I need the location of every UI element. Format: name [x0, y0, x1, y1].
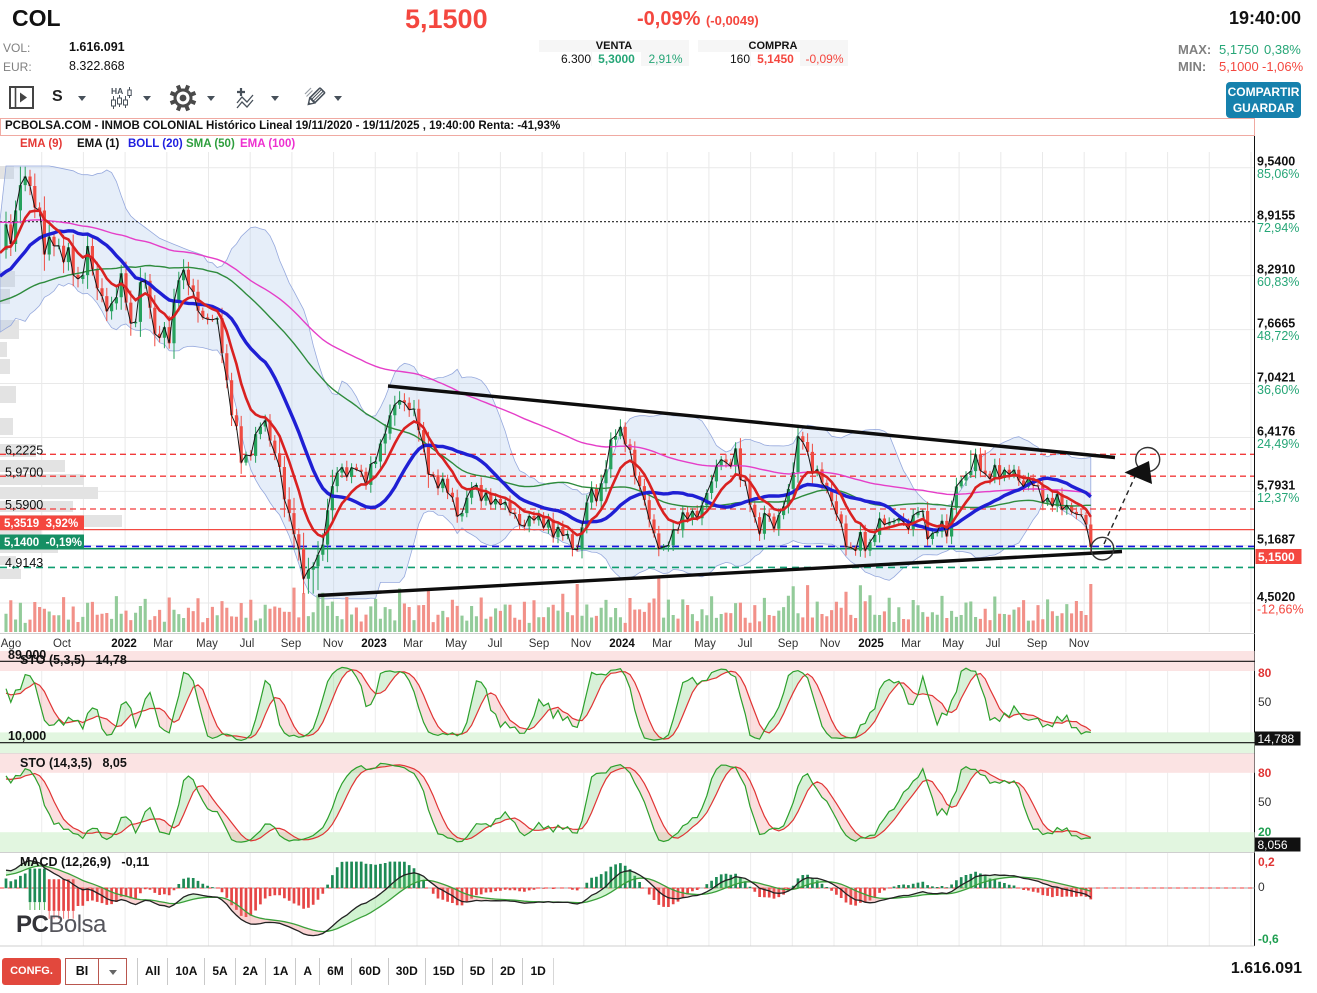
svg-text:PCBolsa: PCBolsa [16, 911, 107, 938]
svg-text:Sep: Sep [1027, 638, 1047, 650]
svg-text:7,6665: 7,6665 [1257, 317, 1295, 331]
svg-text:-12,66%: -12,66% [1257, 603, 1304, 617]
svg-text:5,1500: 5,1500 [1258, 550, 1295, 564]
svg-text:60,83%: 60,83% [1257, 275, 1299, 289]
svg-text:May: May [942, 638, 964, 650]
svg-text:5,1687: 5,1687 [1257, 532, 1295, 546]
svg-text:Jul: Jul [986, 638, 1001, 650]
svg-text:0,2: 0,2 [1258, 855, 1275, 869]
svg-text:80: 80 [1258, 766, 1272, 780]
svg-text:-0,6: -0,6 [1258, 932, 1279, 946]
svg-text:6,2225: 6,2225 [5, 444, 43, 458]
svg-text:Mar: Mar [901, 638, 921, 650]
svg-text:72,94%: 72,94% [1257, 221, 1299, 235]
svg-text:36,60%: 36,60% [1257, 383, 1299, 397]
svg-text:Mar: Mar [153, 638, 173, 650]
svg-text:2024: 2024 [609, 638, 635, 650]
svg-text:MACD (12,26,9) -0,11: MACD (12,26,9) -0,11 [20, 855, 149, 869]
svg-text:Mar: Mar [652, 638, 672, 650]
svg-text:5,9700: 5,9700 [5, 466, 43, 480]
svg-text:10,000: 10,000 [8, 729, 46, 743]
svg-text:85,06%: 85,06% [1257, 167, 1299, 181]
svg-text:Nov: Nov [571, 638, 592, 650]
svg-text:Sep: Sep [529, 638, 549, 650]
svg-text:STO (5,3,5) 14,78: STO (5,3,5) 14,78 [20, 653, 127, 667]
svg-text:Nov: Nov [1069, 638, 1090, 650]
svg-text:Oct: Oct [53, 638, 72, 650]
svg-text:2025: 2025 [858, 638, 884, 650]
svg-text:May: May [445, 638, 467, 650]
svg-text:50: 50 [1258, 795, 1272, 809]
svg-text:7,0421: 7,0421 [1257, 371, 1295, 385]
svg-text:0: 0 [1258, 880, 1265, 894]
svg-text:May: May [694, 638, 716, 650]
svg-text:14,788: 14,788 [1258, 732, 1295, 746]
svg-text:Sep: Sep [778, 638, 798, 650]
svg-text:4,5020: 4,5020 [1257, 590, 1295, 604]
svg-text:89,000: 89,000 [8, 648, 46, 662]
svg-text:8,9155: 8,9155 [1257, 209, 1295, 223]
svg-text:May: May [196, 638, 218, 650]
svg-text:Jul: Jul [738, 638, 753, 650]
svg-text:24,49%: 24,49% [1257, 437, 1299, 451]
svg-text:Jul: Jul [488, 638, 503, 650]
svg-text:80: 80 [1258, 666, 1272, 680]
svg-text:5,5900: 5,5900 [5, 498, 43, 512]
svg-text:8,056: 8,056 [1258, 838, 1288, 852]
svg-text:48,72%: 48,72% [1257, 329, 1299, 343]
svg-text:Nov: Nov [323, 638, 344, 650]
svg-text:STO (14,3,5) 8,05: STO (14,3,5) 8,05 [20, 756, 127, 770]
svg-text:Jul: Jul [240, 638, 255, 650]
svg-text:Sep: Sep [281, 638, 301, 650]
svg-text:2023: 2023 [361, 638, 387, 650]
svg-text:4,9143: 4,9143 [5, 556, 43, 570]
svg-text:50: 50 [1258, 695, 1272, 709]
svg-text:Nov: Nov [820, 638, 841, 650]
svg-text:Mar: Mar [403, 638, 423, 650]
svg-text:2022: 2022 [111, 638, 137, 650]
svg-text:HA: HA [111, 86, 123, 96]
svg-text:6,4176: 6,4176 [1257, 425, 1295, 439]
svg-text:12,37%: 12,37% [1257, 491, 1299, 505]
svg-text:5,7931: 5,7931 [1257, 478, 1295, 492]
svg-text:9,5400: 9,5400 [1257, 155, 1295, 169]
svg-text:8,2910: 8,2910 [1257, 263, 1295, 277]
svg-text:20: 20 [1258, 825, 1272, 839]
svg-text:5,1400 -0,19%: 5,1400 -0,19% [4, 537, 82, 549]
svg-text:Ago: Ago [1, 638, 21, 650]
svg-text:5,3519 3,92%: 5,3519 3,92% [4, 518, 78, 530]
